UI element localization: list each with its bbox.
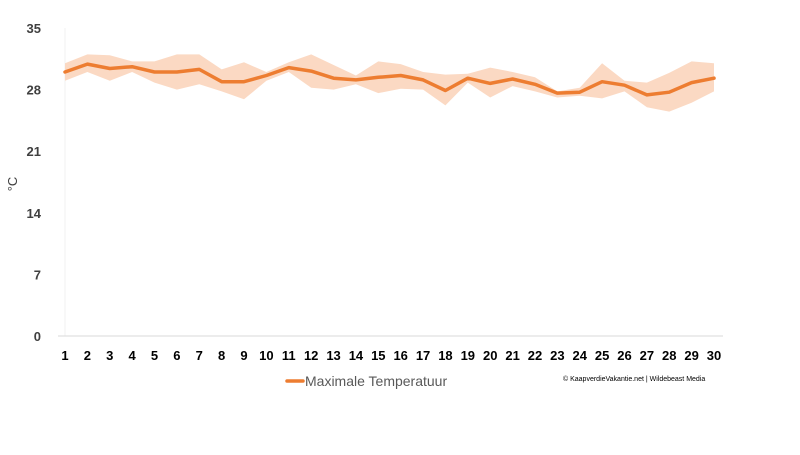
x-tick-label: 9 (240, 348, 247, 363)
x-tick-label: 7 (196, 348, 203, 363)
x-tick-label: 2 (84, 348, 91, 363)
x-tick-label: 15 (371, 348, 385, 363)
x-tick-label: 18 (438, 348, 452, 363)
x-tick-label: 12 (304, 348, 318, 363)
x-tick-label: 10 (259, 348, 273, 363)
y-axis-label: °C (5, 177, 20, 192)
legend: Maximale Temperatuur (285, 373, 447, 389)
x-tick-label: 1 (61, 348, 68, 363)
x-tick-label: 19 (461, 348, 475, 363)
x-tick-label: 25 (595, 348, 609, 363)
x-tick-label: 24 (572, 348, 587, 363)
x-axis-ticks: 1 2 3 4 5 6 7 8 9 10 11 12 13 14 15 16 17 18 19 20 21 22 23 24 2… (61, 348, 721, 363)
y-axis-ticks: 0 7 14 21 28 35 (27, 21, 42, 344)
temperature-range-band (65, 54, 714, 112)
range-band-area (65, 54, 714, 112)
y-tick-label: 21 (27, 144, 41, 159)
x-tick-label: 20 (483, 348, 497, 363)
y-tick-label: 0 (34, 329, 41, 344)
temperature-series (63, 62, 716, 97)
x-tick-label: 30 (707, 348, 721, 363)
x-tick-label: 22 (528, 348, 542, 363)
x-tick-label: 27 (640, 348, 654, 363)
y-tick-label: 35 (27, 21, 41, 36)
x-tick-label: 28 (662, 348, 676, 363)
x-tick-label: 23 (550, 348, 564, 363)
x-tick-label: 6 (173, 348, 180, 363)
legend-label: Maximale Temperatuur (305, 373, 447, 389)
x-tick-label: 14 (349, 348, 364, 363)
x-tick-label: 3 (106, 348, 113, 363)
x-tick-label: 13 (326, 348, 340, 363)
y-tick-label: 28 (27, 83, 41, 98)
x-tick-label: 16 (393, 348, 407, 363)
x-tick-label: 21 (505, 348, 519, 363)
x-tick-label: 11 (282, 348, 296, 363)
x-tick-label: 5 (151, 348, 158, 363)
x-tick-label: 4 (129, 348, 137, 363)
y-tick-label: 14 (27, 206, 42, 221)
series-line (63, 62, 716, 97)
x-tick-label: 29 (684, 348, 698, 363)
x-tick-label: 8 (218, 348, 225, 363)
x-tick-label: 26 (617, 348, 631, 363)
y-tick-label: 7 (34, 267, 41, 282)
credit-text: © KaapverdieVakantie.net | Wildebeast Me… (563, 375, 705, 383)
x-tick-label: 17 (416, 348, 430, 363)
